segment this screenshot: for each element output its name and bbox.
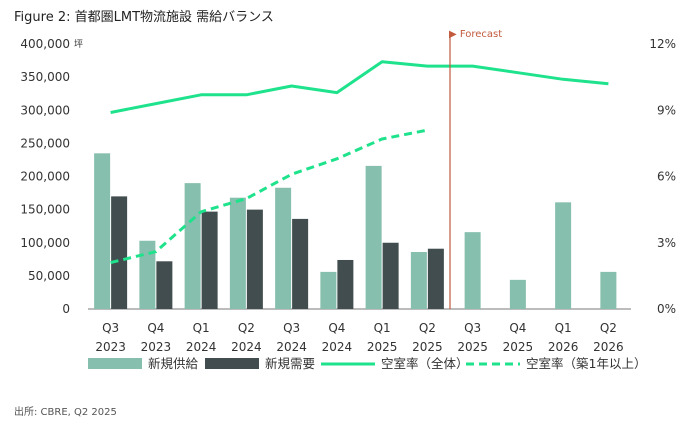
supply-bar	[320, 271, 337, 309]
x-axis-quarter-label: Q4	[328, 321, 345, 335]
left-axis-tick-label: 100,000	[20, 236, 70, 250]
legend-demand-label: 新規需要	[265, 356, 315, 371]
supply-bar	[184, 183, 201, 309]
x-axis-year-label: 2024	[322, 340, 353, 354]
forecast-layer: ▶ Forecast	[449, 29, 502, 309]
x-axis-quarter-label: Q1	[193, 321, 210, 335]
left-axis-tick-label: 400,000	[20, 37, 70, 51]
left-axis-tick-label: 250,000	[20, 136, 70, 150]
right-axis-tick-label: 6%	[657, 170, 676, 184]
x-axis-quarter-label: Q3	[283, 321, 300, 335]
x-axis-year-label: 2024	[276, 340, 307, 354]
left-axis-tick-label: 300,000	[20, 103, 70, 117]
left-axis-tick-label: 350,000	[20, 70, 70, 84]
chart-title: Figure 2: 首都圏LMT物流施設 需給バランス	[14, 10, 274, 25]
supply-bar	[229, 197, 246, 309]
legend-supply-label: 新規供給	[148, 356, 199, 371]
x-axis-quarter-label: Q4	[509, 321, 526, 335]
supply-bar	[139, 240, 156, 309]
demand-bar	[427, 248, 444, 309]
demand-bar	[111, 196, 128, 309]
x-axis-year-label: 2025	[503, 340, 534, 354]
right-axis-tick-label: 3%	[657, 236, 676, 250]
left-axis-unit: 坪	[74, 39, 83, 50]
demand-bar	[292, 218, 309, 309]
x-axis-quarter-label: Q2	[238, 321, 255, 335]
demand-bar	[246, 209, 263, 309]
x-axis-year-label: 2025	[457, 340, 488, 354]
supply-bar	[275, 187, 292, 309]
left-axis-tick-label: 150,000	[20, 203, 70, 217]
demand-bar	[337, 259, 354, 309]
bar-layer	[94, 153, 617, 309]
x-axis-quarter-label: Q1	[555, 321, 572, 335]
line-layer	[110, 60, 609, 265]
x-axis-year-label: 2026	[548, 340, 579, 354]
x-axis-quarter-label: Q1	[374, 321, 391, 335]
legend-supply-swatch	[88, 358, 142, 369]
supply-bar	[509, 279, 526, 309]
x-axis-quarter-label: Q2	[419, 321, 436, 335]
right-axis-tick-label: 12%	[649, 37, 676, 51]
x-axis-year-label: 2025	[367, 340, 398, 354]
supply-demand-chart: ▶ Forecast 0 50,000 100,000 150,000 200,000 2…	[20, 29, 676, 371]
demand-bar	[156, 261, 173, 309]
x-axis-quarter-label: Q3	[102, 321, 119, 335]
right-axis-tick-label: 9%	[657, 103, 676, 117]
legend-demand-swatch	[205, 358, 259, 369]
left-axis-tick-label: 50,000	[28, 269, 70, 283]
x-axis-year-label: 2025	[412, 340, 443, 354]
x-axis-year-label: 2026	[593, 340, 624, 354]
x-axis-quarter-label: Q2	[600, 321, 617, 335]
vacancy-rate-1yr-plus-line	[110, 128, 428, 265]
left-axis-tick-label: 200,000	[20, 170, 70, 184]
vacancy-rate-all-line	[110, 60, 609, 114]
legend-vacancy-new-label: 空室率（築1年以上）	[526, 356, 646, 371]
legend-vacancy-all-label: 空室率（全体）	[381, 356, 469, 371]
demand-bar	[382, 242, 399, 309]
supply-bar	[464, 232, 481, 309]
x-axis-year-label: 2024	[186, 340, 217, 354]
left-axis-tick-label: 0	[62, 302, 70, 316]
right-axis-tick-label: 0%	[657, 302, 676, 316]
legend: 新規供給 新規需要 空室率（全体） 空室率（築1年以上）	[88, 356, 646, 371]
supply-bar	[410, 252, 427, 309]
supply-bar	[94, 153, 111, 309]
forecast-label: ▶ Forecast	[449, 29, 502, 40]
x-axis-quarter-label: Q4	[147, 321, 164, 335]
supply-bar	[365, 165, 382, 309]
supply-bar	[555, 202, 572, 309]
x-axis-year-label: 2023	[95, 340, 126, 354]
supply-bar	[600, 271, 617, 309]
source-note: 出所: CBRE, Q2 2025	[14, 407, 117, 418]
demand-bar	[201, 211, 218, 309]
x-axis-year-label: 2024	[231, 340, 262, 354]
axis-label-layer: 0 50,000 100,000 150,000 200,000 250,000 300,0…	[20, 37, 676, 354]
x-axis-year-label: 2023	[141, 340, 172, 354]
x-axis-quarter-label: Q3	[464, 321, 481, 335]
